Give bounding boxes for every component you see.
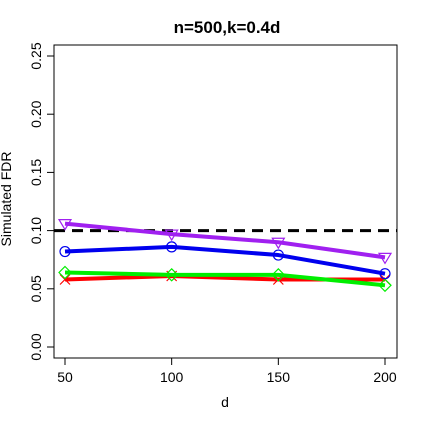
series (58, 265, 392, 293)
y-tick-label: 0.00 (28, 333, 44, 360)
chart-title: n=500,k=0.4d (174, 18, 281, 37)
data-point (164, 267, 179, 282)
data-point (271, 267, 286, 282)
x-tick-label: 150 (267, 369, 291, 385)
y-tick-label: 0.15 (28, 159, 44, 186)
data-point (59, 245, 71, 258)
y-axis-label: Simulated FDR (0, 152, 14, 247)
axes: 50 100 150 200 0.00 0.05 0.10 0.15 0.20 0.25 (28, 42, 397, 385)
x-tick-label: 50 (57, 369, 73, 385)
data-point (57, 219, 73, 231)
y-tick-label: 0.05 (28, 275, 44, 302)
y-tick-label: 0.25 (28, 42, 44, 69)
y-tick-label: 0.10 (28, 217, 44, 244)
data-point (59, 274, 71, 285)
data-point (379, 268, 391, 280)
data-point (271, 237, 286, 250)
data-point (377, 252, 393, 265)
series-line (64, 221, 386, 260)
data-point (272, 249, 284, 261)
data-point (58, 265, 72, 280)
series-line (64, 244, 386, 276)
data-point (378, 278, 392, 293)
series (57, 219, 393, 265)
series (59, 241, 391, 280)
y-tick-label: 0.20 (28, 100, 44, 127)
series-line (64, 270, 386, 288)
series-layer (57, 219, 393, 293)
data-point (164, 229, 179, 242)
x-tick-label: 100 (160, 369, 184, 385)
x-tick-label: 200 (373, 369, 397, 385)
data-point (166, 241, 178, 253)
x-axis-label: d (221, 394, 229, 410)
